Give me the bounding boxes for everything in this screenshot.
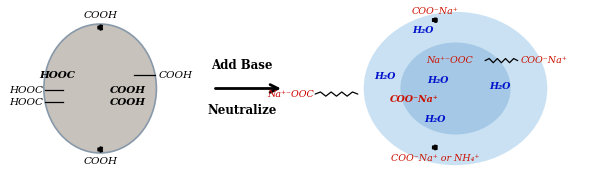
Text: COOH: COOH bbox=[83, 157, 117, 166]
Ellipse shape bbox=[44, 24, 157, 153]
Text: H₂O: H₂O bbox=[489, 82, 510, 91]
Text: H₂O: H₂O bbox=[424, 115, 445, 124]
Text: COO⁻Na⁺: COO⁻Na⁺ bbox=[521, 56, 568, 65]
Text: Na⁺⁻OOC: Na⁺⁻OOC bbox=[267, 90, 314, 99]
Text: Neutralize: Neutralize bbox=[208, 104, 277, 117]
Text: COOH: COOH bbox=[110, 86, 146, 95]
Text: HOOC: HOOC bbox=[8, 86, 43, 95]
Text: COO⁻Na⁺: COO⁻Na⁺ bbox=[389, 95, 438, 104]
Text: Na⁺⁻OOC: Na⁺⁻OOC bbox=[426, 56, 473, 65]
Ellipse shape bbox=[364, 12, 547, 165]
Text: COOH: COOH bbox=[83, 11, 117, 20]
Text: COO⁻Na⁺ or NH₄⁺: COO⁻Na⁺ or NH₄⁺ bbox=[391, 154, 479, 163]
Text: Add Base: Add Base bbox=[211, 59, 273, 72]
Text: COOH: COOH bbox=[110, 98, 146, 107]
Text: H₂O: H₂O bbox=[412, 26, 433, 35]
Text: H₂O: H₂O bbox=[374, 72, 395, 81]
Ellipse shape bbox=[400, 42, 510, 135]
Text: HOOC: HOOC bbox=[8, 98, 43, 107]
Text: HOOC: HOOC bbox=[39, 71, 75, 80]
Text: COOH: COOH bbox=[158, 71, 192, 80]
Text: H₂O: H₂O bbox=[427, 76, 448, 85]
Text: COO⁻Na⁺: COO⁻Na⁺ bbox=[411, 7, 458, 16]
